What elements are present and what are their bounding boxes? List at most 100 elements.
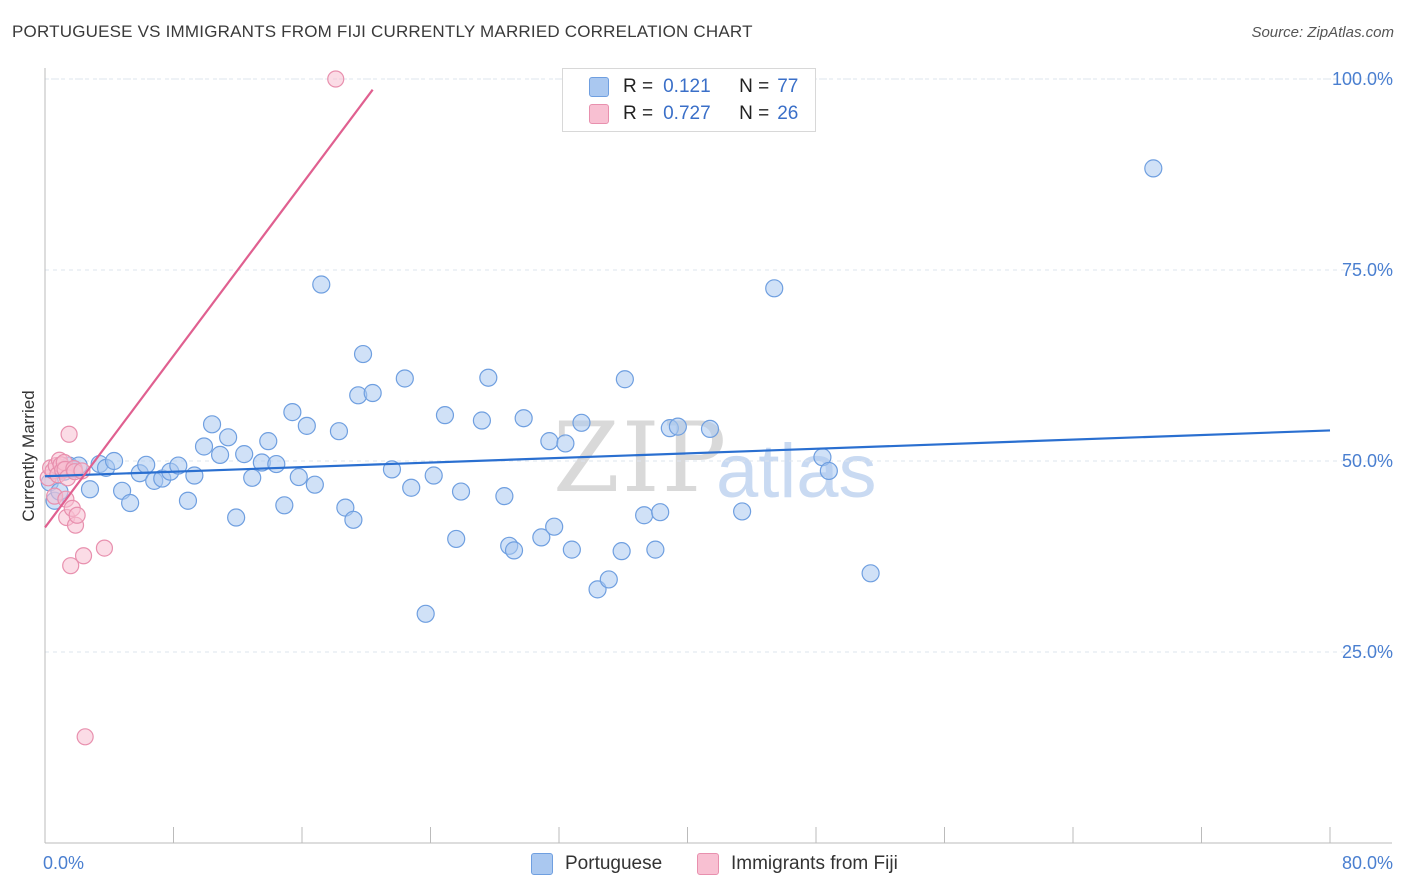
point-portuguese — [514, 409, 533, 428]
point-portuguese — [765, 279, 784, 298]
point-portuguese — [363, 383, 382, 403]
y-axis-title: Currently Married — [19, 390, 38, 521]
point-portuguese — [104, 451, 124, 471]
point-portuguese — [451, 482, 471, 501]
point-portuguese — [137, 455, 156, 474]
point-portuguese — [289, 467, 308, 487]
point-portuguese — [275, 496, 294, 515]
point-portuguese — [305, 475, 324, 494]
point-fiji — [76, 728, 94, 746]
y-tick-label: 25.0% — [1342, 642, 1393, 662]
bottom-legend-portuguese: Portuguese — [531, 852, 662, 876]
portuguese-points — [40, 159, 1163, 623]
legend-n-label: N = — [739, 103, 770, 124]
point-portuguese — [1144, 159, 1163, 178]
point-portuguese — [479, 368, 498, 387]
point-portuguese — [733, 502, 752, 521]
point-portuguese — [219, 428, 238, 447]
point-portuguese — [235, 445, 254, 464]
point-portuguese — [472, 411, 491, 430]
legend-n-value: 26 — [777, 103, 799, 124]
point-portuguese — [353, 344, 373, 364]
point-portuguese — [424, 466, 443, 485]
point-portuguese — [572, 413, 591, 432]
chart-title: PORTUGUESE VS IMMIGRANTS FROM FIJI CURRE… — [12, 22, 753, 41]
bottom-legend-swatch-blue — [531, 853, 553, 875]
legend-r-value: 0.727 — [663, 103, 711, 124]
y-tick-label: 75.0% — [1342, 260, 1393, 280]
point-portuguese — [329, 422, 349, 441]
point-portuguese — [504, 541, 524, 560]
bottom-legend-fiji: Immigrants from Fiji — [697, 852, 898, 876]
point-portuguese — [562, 540, 581, 559]
bottom-legend-label: Immigrants from Fiji — [731, 853, 898, 874]
point-portuguese — [545, 517, 564, 536]
y-tick-label: 100.0% — [1332, 69, 1393, 89]
point-fiji — [327, 70, 345, 88]
point-portuguese — [121, 493, 140, 513]
bottom-legend-label: Portuguese — [565, 853, 663, 874]
legend-r-value: 0.121 — [663, 76, 711, 97]
axes — [44, 68, 1392, 844]
point-portuguese — [819, 461, 838, 481]
point-portuguese — [612, 542, 631, 561]
point-portuguese — [283, 403, 302, 422]
point-portuguese — [635, 506, 654, 525]
source-label: Source: ZipAtlas.com — [1251, 24, 1394, 41]
point-portuguese — [395, 369, 414, 388]
point-portuguese — [194, 437, 214, 456]
point-portuguese — [344, 510, 363, 529]
legend-n-label: N = — [739, 76, 770, 97]
point-portuguese — [651, 503, 670, 522]
point-portuguese — [599, 570, 618, 589]
point-portuguese — [646, 540, 665, 559]
point-fiji — [74, 547, 93, 565]
point-portuguese — [210, 445, 230, 464]
point-portuguese — [178, 491, 198, 510]
point-portuguese — [495, 487, 514, 506]
legend-row-portuguese: R = 0.121 N = 77 — [589, 75, 798, 99]
point-portuguese — [861, 564, 880, 583]
grid-lines — [45, 78, 1392, 653]
point-portuguese — [416, 604, 435, 623]
axis-labels: 25.0% 50.0% 75.0% 100.0% 0.0% 80.0% Currently … — [19, 69, 1393, 873]
point-portuguese — [435, 406, 455, 425]
point-portuguese — [227, 508, 246, 527]
point-portuguese — [532, 528, 551, 547]
point-portuguese — [556, 434, 575, 453]
point-portuguese — [185, 466, 204, 485]
point-portuguese — [402, 478, 421, 497]
point-portuguese — [202, 415, 222, 434]
point-portuguese — [267, 454, 286, 474]
point-portuguese — [700, 419, 720, 439]
legend-swatch-pink — [589, 104, 609, 124]
point-portuguese — [243, 468, 262, 487]
bottom-legend-swatch-pink — [697, 853, 719, 875]
x-tick-label-min: 0.0% — [43, 853, 84, 873]
point-portuguese — [615, 370, 634, 389]
y-tick-label: 50.0% — [1342, 451, 1393, 471]
point-fiji — [62, 557, 80, 575]
point-portuguese — [668, 417, 687, 436]
legend-r-label: R = — [623, 103, 654, 124]
trend-line-fiji — [44, 89, 374, 529]
point-portuguese — [540, 432, 559, 451]
point-fiji — [95, 539, 114, 557]
point-portuguese — [80, 480, 100, 499]
watermark-atlas: atlas — [716, 429, 877, 514]
legend-r-label: R = — [623, 76, 654, 97]
point-portuguese — [169, 456, 188, 475]
point-fiji — [68, 506, 86, 524]
fiji-points — [39, 70, 345, 746]
correlation-legend: R = 0.121 N = 77 R = 0.727 N = 26 — [562, 68, 816, 132]
legend-swatch-blue — [589, 77, 609, 97]
legend-row-fiji: R = 0.727 N = 26 — [589, 102, 798, 126]
point-fiji — [60, 425, 78, 443]
x-tick-label-max: 80.0% — [1342, 853, 1393, 873]
point-portuguese — [312, 275, 331, 294]
point-portuguese — [259, 432, 278, 451]
trend-line-portuguese — [44, 429, 1331, 478]
point-portuguese — [447, 529, 466, 549]
point-portuguese — [297, 416, 316, 435]
